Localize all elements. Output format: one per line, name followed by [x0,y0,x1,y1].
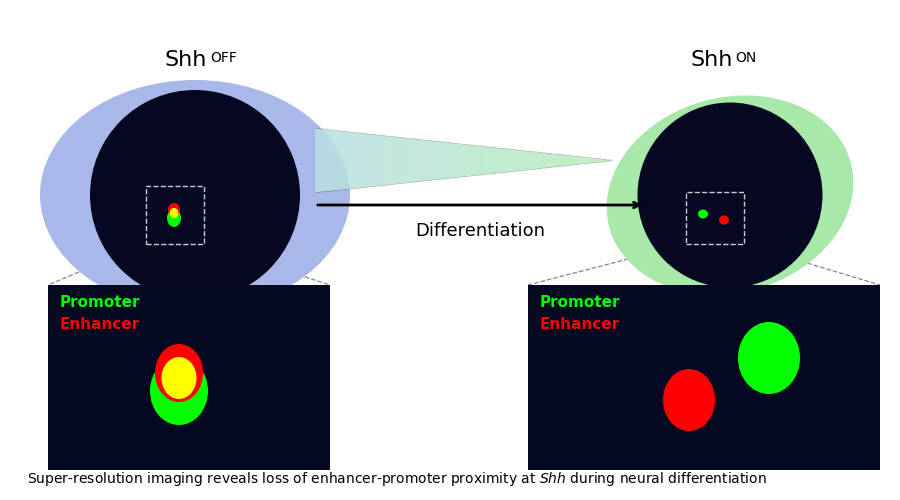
Ellipse shape [738,322,800,394]
Ellipse shape [637,102,823,288]
Bar [528,285,880,470]
Ellipse shape [90,90,300,300]
Ellipse shape [169,208,178,218]
Text: Shh: Shh [165,50,207,70]
Ellipse shape [40,80,350,310]
Bar [48,285,330,470]
Ellipse shape [719,216,729,224]
Ellipse shape [167,209,181,227]
Ellipse shape [698,210,708,218]
Text: ON: ON [735,51,756,65]
Ellipse shape [607,96,853,294]
Text: OFF: OFF [210,51,237,65]
Ellipse shape [150,357,208,425]
Text: Enhancer: Enhancer [60,317,140,332]
Text: Promoter: Promoter [540,295,620,310]
Bar [686,192,744,244]
Text: Differentiation: Differentiation [415,222,545,240]
Ellipse shape [663,369,715,431]
Ellipse shape [155,344,203,402]
Text: Shh: Shh [690,50,733,70]
Text: Promoter: Promoter [60,295,140,310]
Ellipse shape [161,357,196,399]
Bar [146,186,204,244]
Ellipse shape [168,203,180,217]
Text: Super-resolution imaging reveals loss of enhancer-promoter proximity at $\it{Shh: Super-resolution imaging reveals loss of… [27,470,767,488]
Text: Enhancer: Enhancer [540,317,620,332]
